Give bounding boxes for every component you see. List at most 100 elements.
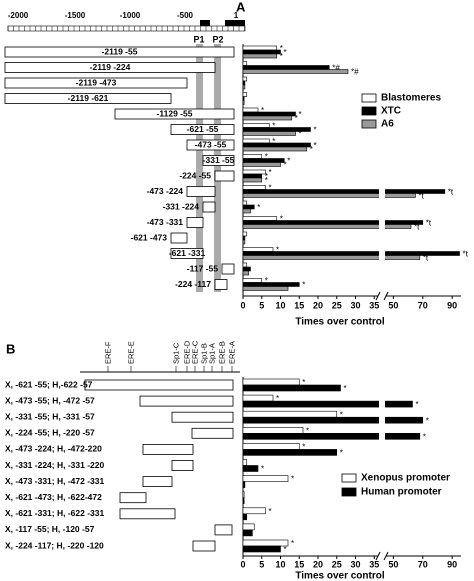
map-tick-label: -500 (177, 11, 194, 20)
bar (242, 235, 246, 241)
x-tick-label: 30 (350, 300, 360, 310)
map-tick-label: -1500 (65, 11, 86, 20)
bar-annotation: * (295, 114, 298, 123)
bar (242, 270, 249, 276)
bar-annotation: * (269, 507, 272, 516)
bar-annotation: * (284, 545, 287, 554)
construct-box (84, 379, 234, 391)
bar (242, 266, 251, 272)
bar (242, 131, 296, 136)
region-label: P1 (193, 34, 204, 44)
bar (242, 200, 248, 206)
element-label: Sp1-A (208, 343, 217, 364)
bar-annotation: * (302, 443, 305, 452)
construct-box (186, 139, 235, 151)
bar-annotation: * (287, 157, 290, 166)
element-label: ERE-F (104, 341, 113, 364)
bar-annotation: * (261, 106, 264, 115)
bar (242, 481, 246, 488)
construct-box (214, 279, 228, 290)
construct-box (171, 460, 194, 471)
bar (242, 189, 446, 194)
bar (242, 247, 274, 252)
bar (242, 61, 248, 66)
bar-annotation: * (423, 432, 426, 441)
bar (242, 239, 246, 245)
construct-box (4, 46, 235, 58)
construct-label: -331 -55 (203, 155, 235, 165)
legend-swatch (361, 93, 377, 103)
construct-label: -331 -224 (163, 201, 200, 211)
x-tick-label: 20 (313, 300, 323, 310)
construct-label: X, -621 -55; H,-622 -57 (5, 379, 93, 389)
bar (242, 400, 413, 408)
bar-annotation: * (340, 449, 343, 458)
construct-label: -2119 -621 (68, 93, 109, 103)
bar-annotation: * (280, 52, 283, 61)
bar (242, 416, 424, 424)
bar-annotation: * (272, 137, 275, 146)
axis-break (379, 44, 385, 302)
x-axis-label: Times over control (295, 571, 385, 581)
construct-label: X, -224 -55; H, -220 -57 (5, 428, 95, 438)
construct-box (214, 524, 233, 536)
bar-annotation: * (269, 168, 272, 177)
x-axis-label: Times over control (295, 317, 385, 328)
x-tick-label: 25 (332, 300, 342, 310)
bar (242, 545, 281, 553)
bar (242, 107, 259, 113)
bar (242, 394, 274, 402)
construct-label: X, -473 -331; H, -472 -331 (5, 476, 104, 486)
construct-box (139, 395, 234, 407)
bar-annotation: * (310, 145, 313, 154)
legend-swatch (361, 106, 377, 116)
x-tick-label: 0 (240, 559, 245, 569)
bar (242, 282, 300, 287)
bar (242, 523, 255, 531)
bar (242, 142, 311, 148)
construct-box (214, 170, 235, 182)
construct-label: -473 -55 (195, 139, 227, 149)
bar (242, 426, 304, 434)
bar (242, 115, 293, 121)
construct-label: -2119 -473 (76, 77, 117, 87)
bar (242, 443, 300, 450)
bar-annotation: * (302, 378, 305, 387)
bar (242, 475, 289, 482)
bar-annotation: * (269, 184, 272, 193)
bar (242, 507, 266, 515)
construct-label: X, -117 -55; H, -120 -57 (5, 524, 95, 534)
bar-annotation: *t (463, 250, 469, 259)
bar (242, 384, 341, 392)
x-tick-label: 5 (259, 559, 264, 569)
bar-annotation: * (291, 539, 294, 548)
bar-annotation: * (265, 172, 268, 181)
legend-swatch (361, 119, 377, 129)
construct-label: -224 -55 (179, 170, 211, 180)
construct-label: -2119 -55 (102, 46, 138, 56)
x-tick-label: 35 (369, 300, 379, 310)
element-label: ERE-B (218, 341, 227, 364)
bar (242, 65, 330, 70)
bar (242, 262, 248, 268)
bar (242, 162, 281, 167)
construct-box (4, 62, 216, 73)
construct-box (186, 217, 204, 228)
bar-annotation: * (280, 215, 283, 224)
bar-annotation: * (340, 410, 343, 419)
construct-label: X, -621 -331; H, -622 -331 (5, 508, 104, 518)
construct-box (142, 443, 194, 455)
x-tick-label: 70 (418, 559, 428, 569)
bar (242, 216, 278, 221)
map-tick-label: 1 (234, 11, 239, 20)
bar (242, 123, 270, 128)
x-tick-label: 30 (350, 559, 360, 569)
bar (242, 286, 289, 291)
x-tick-label: 50 (388, 559, 398, 569)
bar-annotation: * (415, 400, 418, 409)
map-tick-label: -1000 (120, 11, 141, 20)
construct-label: -621 -55 (187, 124, 219, 134)
construct-box (192, 540, 216, 552)
bar (242, 465, 259, 472)
bar (242, 154, 263, 159)
